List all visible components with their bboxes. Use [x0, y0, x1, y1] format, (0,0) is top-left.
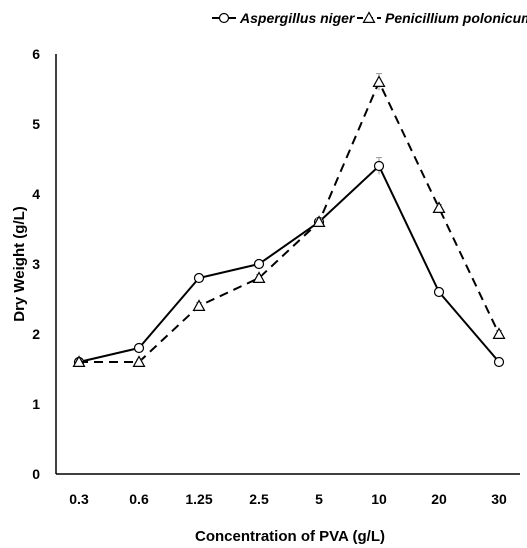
y-tick-label: 3: [32, 256, 40, 272]
legend-marker: [362, 11, 376, 23]
x-tick-label: 0.6: [129, 491, 149, 507]
x-tick-label: 1.25: [185, 491, 212, 507]
x-tick-label: 10: [371, 491, 387, 507]
y-tick-labels: 0 1 2 3 4 5 6: [32, 46, 40, 482]
series-1: [73, 157, 505, 368]
y-axis-title: Dry Weight (g/L): [11, 206, 28, 322]
legend: Aspergillus niger Penicillium polonicum: [212, 10, 527, 26]
data-point: [432, 201, 446, 213]
legend-entry: Aspergillus niger: [212, 10, 356, 26]
data-point: [252, 271, 266, 283]
data-point: [493, 356, 505, 368]
data-point: [373, 160, 385, 172]
legend-label: Penicillium polonicum: [385, 10, 527, 26]
x-tick-label: 20: [431, 491, 447, 507]
legend-marker: [218, 12, 230, 24]
x-tick-label: 5: [315, 491, 323, 507]
y-tick-label: 0: [32, 466, 40, 482]
x-tick-label: 0.3: [69, 491, 89, 507]
series-2: [72, 73, 506, 367]
data-point: [192, 299, 206, 311]
data-point: [72, 355, 86, 367]
axes: [55, 54, 520, 475]
x-tick-labels: 0.3 0.6 1.25 2.5 5 10 20 30: [69, 491, 507, 507]
series-line: [79, 79, 500, 363]
x-tick-label: 2.5: [249, 491, 269, 507]
series-line: [78, 164, 500, 363]
data-point: [132, 355, 146, 367]
y-tick-label: 2: [32, 326, 40, 342]
data-point: [133, 342, 145, 354]
y-tick-label: 4: [32, 186, 40, 202]
data-point: [492, 327, 506, 339]
data-point: [372, 75, 386, 88]
x-tick-label: 30: [491, 491, 507, 507]
data-point: [433, 286, 445, 298]
data-point: [193, 272, 205, 284]
y-tick-label: 1: [32, 396, 40, 412]
data-point: [312, 215, 326, 227]
legend-label: Aspergillus niger: [239, 10, 356, 26]
data-point: [253, 258, 265, 270]
legend-entry: Penicillium polonicum: [357, 10, 527, 26]
y-tick-label: 6: [32, 46, 40, 62]
x-axis-title: Concentration of PVA (g/L): [195, 528, 385, 545]
series-layer: [72, 73, 506, 368]
y-tick-label: 5: [32, 116, 40, 132]
